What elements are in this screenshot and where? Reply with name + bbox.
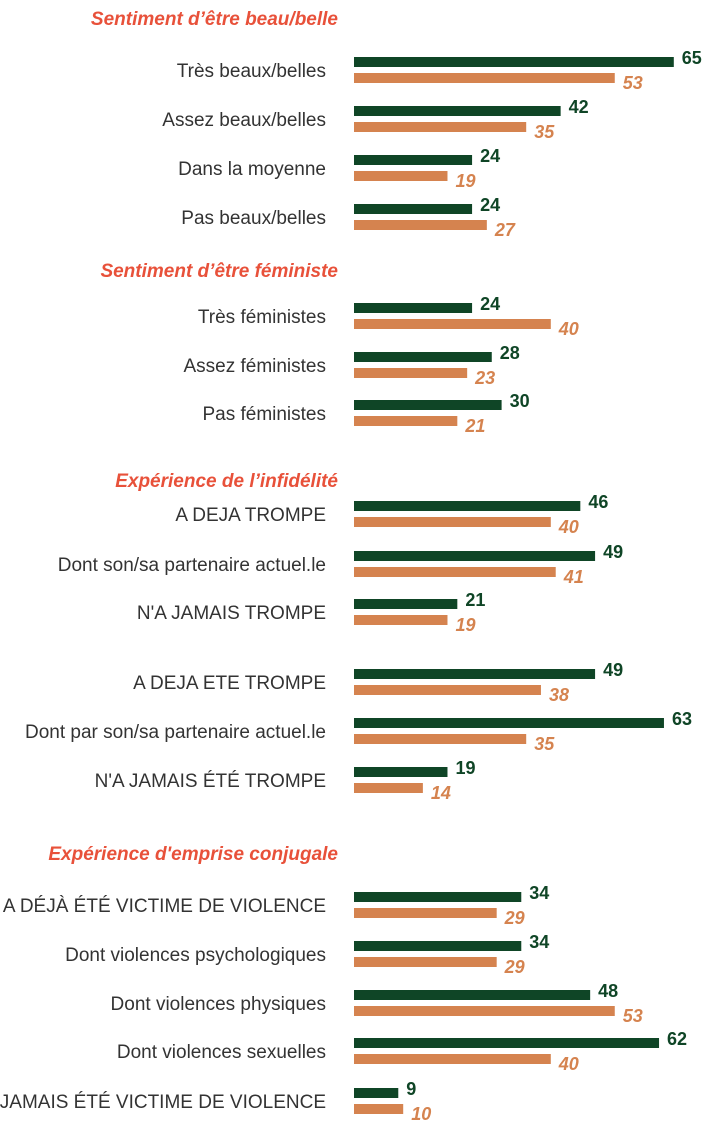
bar — [354, 1006, 615, 1016]
value-label: 38 — [549, 685, 569, 705]
bar — [354, 204, 472, 214]
value-label: 34 — [529, 932, 549, 952]
value-label: 40 — [558, 517, 579, 537]
value-label: 63 — [672, 709, 692, 729]
bar — [354, 957, 497, 967]
bar — [354, 669, 595, 679]
value-label: 46 — [588, 492, 608, 512]
section-title: Expérience d'emprise conjugale — [48, 844, 338, 865]
value-label: 10 — [411, 1104, 431, 1123]
value-label: 35 — [534, 122, 555, 142]
category-label: Très féministes — [198, 307, 326, 328]
value-label: 19 — [455, 171, 475, 191]
category-label: Pas beaux/belles — [181, 208, 326, 229]
bar — [354, 416, 457, 426]
bar — [354, 303, 472, 313]
bar — [354, 155, 472, 165]
category-label: Dont violences sexuelles — [117, 1042, 326, 1063]
value-label: 62 — [667, 1029, 687, 1049]
value-label: 24 — [480, 146, 500, 166]
value-label: 34 — [529, 883, 549, 903]
category-label: Pas féministes — [202, 404, 326, 425]
bar — [354, 122, 526, 132]
bar — [354, 1038, 659, 1048]
value-label: 29 — [504, 908, 525, 928]
bar — [354, 517, 551, 527]
section-title: Sentiment d’être beau/belle — [91, 9, 338, 30]
bar — [354, 352, 492, 362]
value-label: 9 — [406, 1079, 416, 1099]
bar — [354, 567, 556, 577]
bar — [354, 718, 664, 728]
bar — [354, 1054, 551, 1064]
category-label: Assez beaux/belles — [162, 110, 326, 131]
category-label: Très beaux/belles — [177, 61, 326, 82]
bar — [354, 501, 580, 511]
category-label: N'A JAMAIS ÉTÉ VICTIME DE VIOLENCE — [0, 1092, 326, 1113]
category-label: A DÉJÀ ÉTÉ VICTIME DE VIOLENCE — [3, 896, 326, 917]
category-label: Dont violences physiques — [111, 994, 326, 1015]
value-label: 30 — [510, 391, 530, 411]
value-label: 24 — [480, 195, 500, 215]
value-label: 19 — [455, 758, 475, 778]
value-label: 65 — [682, 48, 702, 68]
bar — [354, 73, 615, 83]
bar — [354, 368, 467, 378]
value-label: 14 — [431, 783, 451, 803]
value-label: 49 — [603, 660, 623, 680]
value-label: 29 — [504, 957, 525, 977]
value-label: 27 — [494, 220, 516, 240]
category-label: Dont violences psychologiques — [65, 945, 326, 966]
bar — [354, 599, 457, 609]
bar — [354, 783, 423, 793]
value-label: 40 — [558, 1054, 579, 1074]
value-label: 23 — [474, 368, 495, 388]
value-label: 21 — [464, 416, 485, 436]
value-label: 53 — [623, 73, 643, 93]
value-label: 48 — [598, 981, 618, 1001]
bar — [354, 685, 541, 695]
category-label: N'A JAMAIS TROMPE — [137, 603, 326, 624]
bar — [354, 734, 526, 744]
category-label: Dont son/sa partenaire actuel.le — [58, 555, 326, 576]
category-label: Dont par son/sa partenaire actuel.le — [25, 722, 326, 743]
bar — [354, 908, 497, 918]
value-label: 40 — [558, 319, 579, 339]
bar — [354, 171, 447, 181]
bar — [354, 615, 447, 625]
value-label: 19 — [455, 615, 475, 635]
category-label: Dans la moyenne — [178, 159, 326, 180]
section-title: Expérience de l’infidélité — [115, 471, 338, 492]
chart: Sentiment d’être beau/belle Très beaux/be… — [0, 0, 722, 1123]
bar — [354, 1104, 403, 1114]
value-label: 41 — [563, 567, 584, 587]
category-label: N'A JAMAIS ÉTÉ TROMPE — [95, 771, 326, 792]
value-label: 24 — [480, 294, 500, 314]
category-label: A DEJA TROMPE — [175, 505, 326, 526]
bar — [354, 941, 521, 951]
bar — [354, 220, 487, 230]
category-label: Assez féministes — [183, 356, 326, 377]
value-label: 42 — [569, 97, 589, 117]
bar — [354, 319, 551, 329]
bar — [354, 767, 447, 777]
bar — [354, 551, 595, 561]
value-label: 35 — [534, 734, 555, 754]
section-title: Sentiment d’être féministe — [100, 261, 338, 282]
bar — [354, 106, 561, 116]
bar — [354, 1088, 398, 1098]
bar — [354, 400, 502, 410]
bar — [354, 892, 521, 902]
value-label: 53 — [623, 1006, 643, 1026]
bar — [354, 57, 674, 67]
value-label: 28 — [500, 343, 520, 363]
value-label: 49 — [603, 542, 623, 562]
category-label: A DEJA ETE TROMPE — [133, 673, 326, 694]
bar — [354, 990, 590, 1000]
value-label: 21 — [465, 590, 485, 610]
